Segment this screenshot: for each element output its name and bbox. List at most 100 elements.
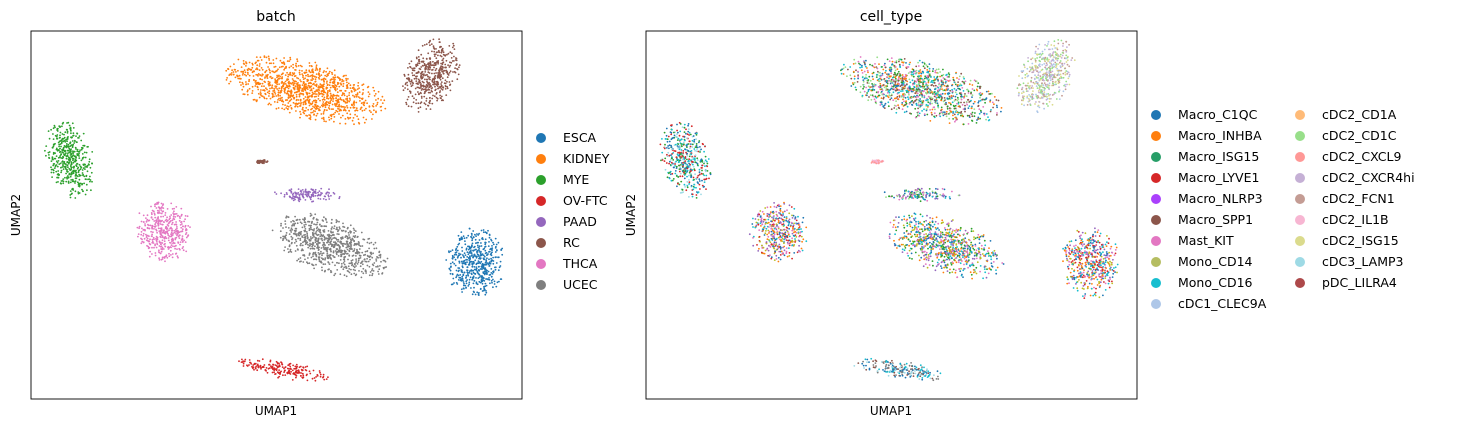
- scatter-point: [178, 247, 181, 250]
- scatter-point: [171, 228, 173, 230]
- scatter-point: [173, 223, 176, 226]
- scatter-point: [470, 249, 472, 252]
- scatter-point: [497, 256, 499, 259]
- scatter-point: [298, 102, 300, 105]
- scatter-point: [251, 90, 254, 92]
- scatter-point: [888, 91, 891, 94]
- scatter-point: [861, 66, 863, 69]
- scatter-point: [325, 70, 327, 73]
- scatter-point: [303, 85, 306, 88]
- scatter-point: [56, 161, 59, 164]
- scatter-point: [149, 224, 152, 227]
- scatter-point: [174, 228, 177, 231]
- scatter-point: [862, 80, 865, 83]
- scatter-point: [484, 238, 487, 241]
- scatter-point: [169, 249, 172, 252]
- scatter-point: [85, 183, 88, 186]
- scatter-point: [470, 236, 473, 239]
- scatter-point: [164, 232, 167, 235]
- scatter-point: [437, 51, 439, 53]
- scatter-point: [490, 257, 492, 260]
- scatter-point: [69, 196, 72, 199]
- scatter-point: [439, 45, 442, 48]
- scatter-point: [410, 60, 413, 63]
- scatter-point: [309, 89, 312, 92]
- scatter-point: [466, 266, 469, 269]
- scatter-point: [383, 99, 386, 102]
- scatter-point: [427, 64, 430, 66]
- scatter-point: [74, 140, 76, 143]
- scatter-point: [425, 84, 428, 86]
- scatter-point: [271, 229, 274, 232]
- scatter-point: [450, 57, 453, 59]
- scatter-point: [52, 127, 55, 130]
- scatter-point: [384, 266, 386, 269]
- scatter-point: [55, 147, 58, 150]
- scatter-point: [307, 243, 309, 246]
- scatter-point: [323, 104, 325, 107]
- scatter-point: [343, 274, 346, 277]
- scatter-point: [316, 112, 319, 115]
- scatter-point: [265, 97, 268, 100]
- scatter-point: [293, 372, 296, 375]
- scatter-point: [348, 255, 351, 257]
- scatter-point: [914, 92, 917, 94]
- scatter-point: [295, 93, 298, 96]
- scatter-point: [462, 273, 465, 276]
- scatter-point: [61, 166, 64, 168]
- scatter-point: [941, 88, 943, 90]
- scatter-point: [907, 72, 910, 74]
- scatter-point: [354, 263, 356, 266]
- scatter-point: [322, 373, 325, 376]
- scatter-point: [472, 282, 475, 285]
- scatter-point: [277, 107, 280, 109]
- scatter-point: [942, 83, 944, 86]
- scatter-point: [171, 256, 174, 259]
- scatter-point: [237, 69, 239, 72]
- scatter-point: [417, 83, 419, 86]
- scatter-point: [893, 71, 896, 74]
- scatter-point: [170, 244, 173, 247]
- scatter-point: [330, 78, 333, 80]
- scatter-point: [315, 76, 318, 79]
- scatter-point: [433, 82, 436, 85]
- scatter-point: [356, 263, 359, 265]
- scatter-point: [348, 262, 351, 265]
- scatter-point: [960, 101, 962, 104]
- scatter-point: [51, 146, 54, 149]
- scatter-point: [55, 160, 58, 163]
- scatter-point: [179, 241, 182, 244]
- scatter-point: [322, 252, 325, 255]
- scatter-point: [315, 95, 317, 98]
- scatter-point: [465, 248, 468, 251]
- scatter-point: [163, 257, 166, 259]
- scatter-point: [295, 219, 298, 222]
- scatter-point: [368, 256, 371, 259]
- scatter-point: [317, 237, 320, 240]
- scatter-point: [428, 83, 431, 86]
- scatter-point: [240, 84, 242, 86]
- scatter-point: [893, 88, 896, 91]
- scatter-point: [334, 76, 337, 79]
- scatter-point: [921, 61, 924, 64]
- scatter-point: [302, 111, 305, 114]
- scatter-point: [297, 258, 300, 261]
- scatter-point: [178, 219, 181, 222]
- scatter-point: [321, 252, 323, 255]
- scatter-point: [91, 180, 93, 183]
- scatter-point: [312, 188, 314, 191]
- scatter-point: [967, 92, 970, 94]
- scatter-point: [326, 109, 328, 112]
- scatter-point: [463, 237, 466, 240]
- scatter-point: [336, 248, 339, 250]
- scatter-point: [229, 80, 232, 83]
- scatter-point: [47, 151, 50, 154]
- scatter-point: [82, 132, 85, 135]
- scatter-point: [455, 64, 458, 66]
- scatter-point: [242, 70, 245, 73]
- scatter-point: [283, 235, 286, 238]
- scatter-point: [861, 76, 864, 79]
- scatter-point: [880, 90, 883, 93]
- scatter-point: [304, 218, 306, 220]
- scatter-point: [306, 193, 308, 196]
